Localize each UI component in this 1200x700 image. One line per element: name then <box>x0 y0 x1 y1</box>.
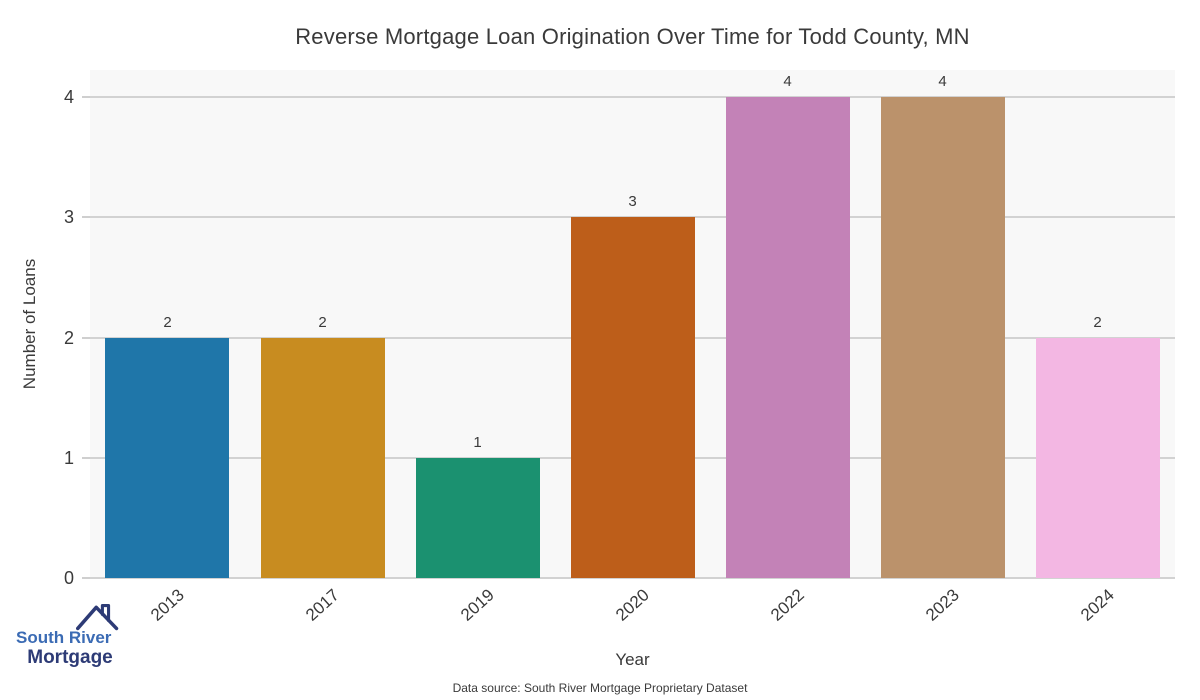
logo-text-mortgage: Mortgage <box>27 647 113 669</box>
gridline-y-4 <box>90 96 1175 99</box>
bar-value-label-2017: 2 <box>318 313 327 331</box>
bar-value-label-2023: 4 <box>938 73 947 91</box>
x-tick-label-2020: 2020 <box>611 585 653 625</box>
y-axis-title: Number of Loans <box>20 258 39 390</box>
bar-2019 <box>415 457 540 578</box>
bar-value-label-2024: 2 <box>1093 313 1102 331</box>
x-tick-label-2013: 2013 <box>146 585 188 625</box>
y-tick-label-4: 4 <box>63 87 74 108</box>
y-tick-label-3: 3 <box>63 207 74 228</box>
y-tick-mark-0 <box>82 577 90 579</box>
plot-area: 0 1 2 3 4 2 2013 2 2017 1 2019 3 2020 4 2022 4 2023 2 2024 <box>64 70 1175 625</box>
bar-2013 <box>105 337 230 578</box>
x-tick-label-2019: 2019 <box>456 585 498 625</box>
y-tick-label-1: 1 <box>63 447 74 468</box>
south-river-mortgage-logo: South River Mortgage <box>16 604 119 669</box>
chart-title: Reverse Mortgage Loan Origination Over T… <box>295 24 970 49</box>
y-tick-mark-3 <box>82 216 90 219</box>
y-tick-mark-4 <box>82 96 90 99</box>
x-tick-label-2022: 2022 <box>766 585 808 625</box>
bar-2024 <box>1035 337 1160 578</box>
y-tick-label-0: 0 <box>63 568 74 588</box>
x-tick-label-2023: 2023 <box>921 585 963 625</box>
y-tick-label-2: 2 <box>63 327 74 348</box>
y-tick-mark-1 <box>82 456 90 459</box>
logo-text-south-river: South River <box>16 628 112 648</box>
bar-2020 <box>570 217 695 578</box>
bar-value-label-2019: 1 <box>473 433 482 451</box>
bar-2017 <box>260 337 385 578</box>
y-tick-mark-2 <box>82 336 90 339</box>
bar-2022 <box>725 97 850 578</box>
x-axis-line <box>90 577 1175 579</box>
bar-value-label-2022: 4 <box>783 73 792 91</box>
bar-2023 <box>880 97 1005 578</box>
x-tick-label-2024: 2024 <box>1076 585 1118 625</box>
x-tick-label-2017: 2017 <box>301 585 343 625</box>
bar-value-label-2013: 2 <box>163 313 172 331</box>
house-roof-icon <box>76 604 119 631</box>
x-axis-title: Year <box>615 650 650 669</box>
bar-value-label-2020: 3 <box>628 193 637 211</box>
data-source-caption: Data source: South River Mortgage Propri… <box>452 681 748 695</box>
